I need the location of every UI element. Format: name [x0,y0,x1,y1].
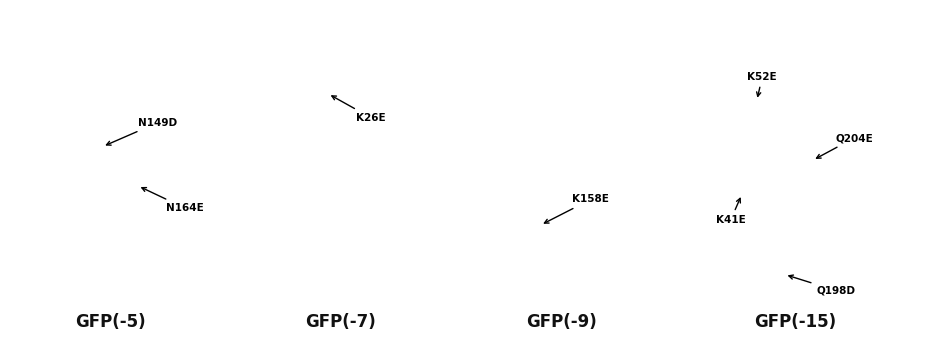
Text: K26E: K26E [332,96,386,123]
Text: GFP(-5): GFP(-5) [75,313,145,331]
Text: K41E: K41E [716,198,746,225]
Text: Q204E: Q204E [816,133,873,158]
Text: GFP(-15): GFP(-15) [754,313,836,331]
Text: GFP(-9): GFP(-9) [526,313,596,331]
Text: N149D: N149D [106,118,177,145]
Text: K158E: K158E [544,194,610,223]
Text: K52E: K52E [747,72,777,97]
Text: Q198D: Q198D [788,275,856,296]
Text: GFP(-7): GFP(-7) [305,313,376,331]
Text: N164E: N164E [142,188,204,213]
